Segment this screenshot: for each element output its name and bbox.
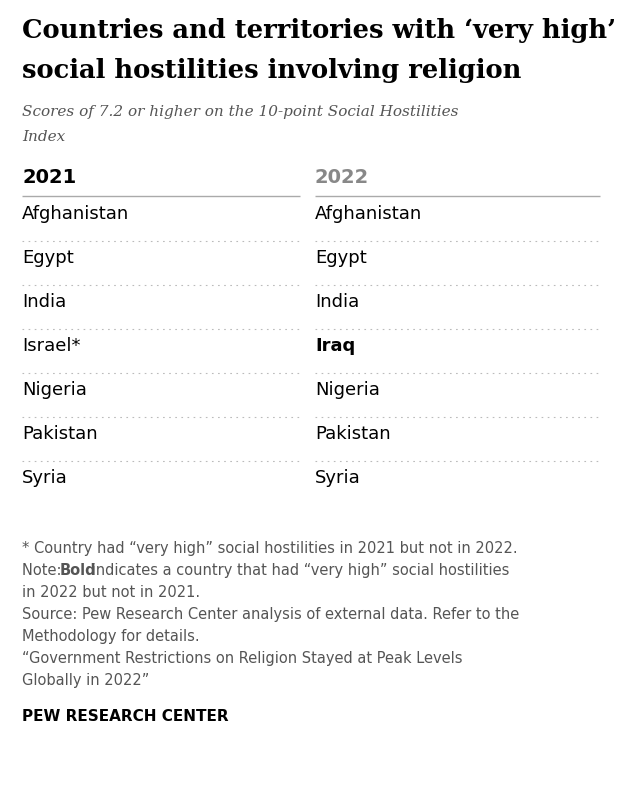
Text: Index: Index xyxy=(22,130,65,144)
Text: “Government Restrictions on Religion Stayed at Peak Levels: “Government Restrictions on Religion Sta… xyxy=(22,651,463,666)
Text: Scores of 7.2 or higher on the 10-point Social Hostilities: Scores of 7.2 or higher on the 10-point … xyxy=(22,105,459,119)
Text: Source: Pew Research Center analysis of external data. Refer to the: Source: Pew Research Center analysis of … xyxy=(22,607,520,622)
Text: Afghanistan: Afghanistan xyxy=(315,205,422,223)
Text: Nigeria: Nigeria xyxy=(22,381,87,399)
Text: Globally in 2022”: Globally in 2022” xyxy=(22,673,149,688)
Text: Syria: Syria xyxy=(22,469,68,487)
Text: India: India xyxy=(315,293,359,311)
Text: Bold: Bold xyxy=(59,563,96,578)
Text: 2022: 2022 xyxy=(315,168,370,187)
Text: Note:: Note: xyxy=(22,563,66,578)
Text: Nigeria: Nigeria xyxy=(315,381,380,399)
Text: Iraq: Iraq xyxy=(315,337,355,355)
Text: Egypt: Egypt xyxy=(315,249,367,267)
Text: Pakistan: Pakistan xyxy=(22,425,97,443)
Text: Countries and territories with ‘very high’: Countries and territories with ‘very hig… xyxy=(22,18,616,43)
Text: * Country had “very high” social hostilities in 2021 but not in 2022.: * Country had “very high” social hostili… xyxy=(22,541,518,556)
Text: in 2022 but not in 2021.: in 2022 but not in 2021. xyxy=(22,585,200,600)
Text: India: India xyxy=(22,293,66,311)
Text: Methodology for details.: Methodology for details. xyxy=(22,629,200,644)
Text: indicates a country that had “very high” social hostilities: indicates a country that had “very high”… xyxy=(87,563,510,578)
Text: Israel*: Israel* xyxy=(22,337,81,355)
Text: 2021: 2021 xyxy=(22,168,76,187)
Text: Pakistan: Pakistan xyxy=(315,425,391,443)
Text: Syria: Syria xyxy=(315,469,361,487)
Text: PEW RESEARCH CENTER: PEW RESEARCH CENTER xyxy=(22,709,229,724)
Text: Afghanistan: Afghanistan xyxy=(22,205,129,223)
Text: social hostilities involving religion: social hostilities involving religion xyxy=(22,58,521,83)
Text: Egypt: Egypt xyxy=(22,249,74,267)
